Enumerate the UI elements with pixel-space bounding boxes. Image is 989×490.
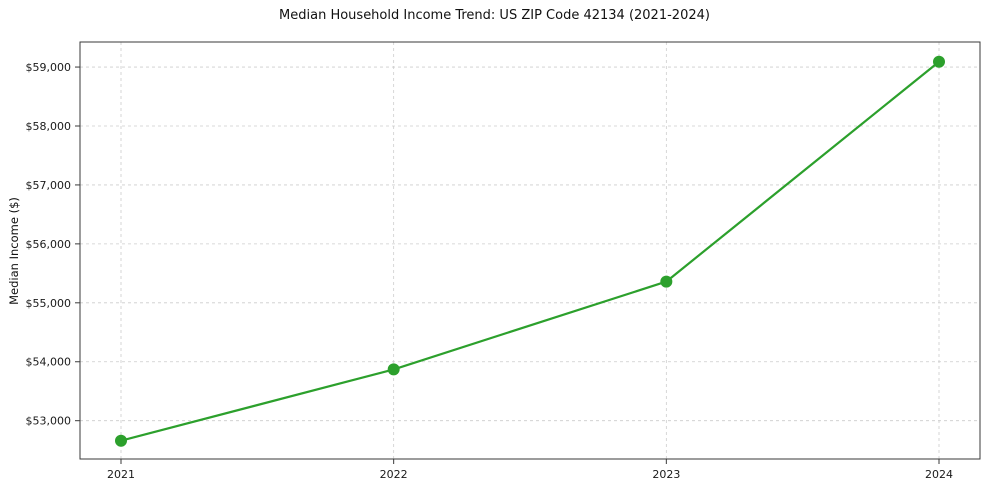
y-tick-label: $57,000	[26, 179, 72, 192]
y-tick-label: $58,000	[26, 120, 72, 133]
y-tick-label: $53,000	[26, 415, 72, 428]
x-tick-label: 2021	[107, 468, 135, 481]
y-tick-label: $59,000	[26, 61, 72, 74]
data-point	[115, 434, 127, 447]
x-tick-label: 2024	[925, 468, 953, 481]
plot-border	[79, 41, 981, 460]
y-tick-label: $56,000	[26, 238, 72, 251]
chart-title: Median Household Income Trend: US ZIP Co…	[279, 8, 710, 23]
trend-line	[119, 60, 941, 442]
x-tick-label: 2022	[380, 468, 408, 481]
data-point	[660, 275, 673, 288]
x-tick-label: 2023	[652, 468, 680, 481]
y-tick-label: $55,000	[26, 297, 72, 310]
data-point	[933, 55, 945, 68]
y-tick-label: $54,000	[26, 356, 72, 369]
data-point	[387, 363, 400, 376]
